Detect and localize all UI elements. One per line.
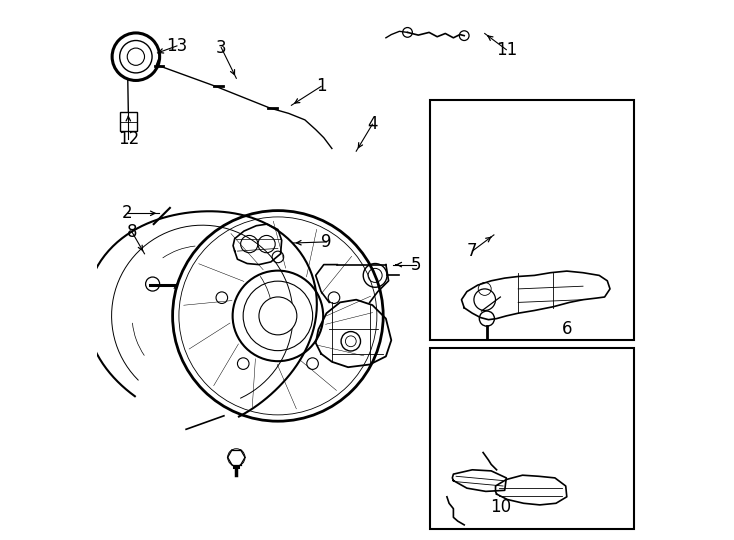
- Text: 9: 9: [321, 233, 332, 251]
- Text: 8: 8: [127, 223, 137, 241]
- Text: 2: 2: [121, 204, 132, 222]
- Text: 4: 4: [367, 115, 378, 133]
- Bar: [120, 112, 137, 131]
- Text: 3: 3: [216, 38, 227, 57]
- Text: 7: 7: [467, 242, 478, 260]
- Text: 5: 5: [410, 255, 421, 274]
- Bar: [430, 348, 634, 529]
- Text: 6: 6: [562, 320, 572, 339]
- Text: 1: 1: [316, 77, 327, 96]
- Text: 10: 10: [490, 497, 512, 516]
- Bar: [430, 100, 634, 340]
- Text: 13: 13: [167, 37, 188, 55]
- Text: 11: 11: [495, 40, 517, 59]
- Text: 12: 12: [117, 130, 139, 148]
- Circle shape: [259, 297, 297, 335]
